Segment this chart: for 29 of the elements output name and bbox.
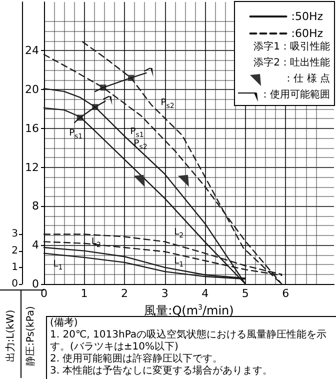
x-tick-label: 3: [161, 287, 168, 300]
y-tick-label: 24: [25, 44, 39, 58]
annotation: 添字2：吐出性能: [254, 56, 330, 68]
y-tick-label: 16: [25, 122, 39, 135]
text: 1. 20℃, 1013hPaの吸込空気状態における風量静圧性能を示す。(バラツキは±10%以下): [50, 328, 327, 352]
annotation: 添字1：吸引性能: [254, 40, 330, 52]
legend-label: :50Hz: [291, 10, 324, 23]
y-tick-label: 12: [25, 160, 39, 174]
x-tick-label: 1: [80, 287, 88, 300]
text: (備考): [50, 316, 78, 328]
y2-tick-label: 1: [12, 262, 18, 273]
y2-tick-label: 3: [12, 228, 18, 240]
annotation: ：使用可能範囲: [260, 88, 330, 100]
y2-axis-title: 出力:L(kW): [4, 310, 16, 362]
y-tick-label: 20: [25, 83, 39, 96]
x-tick-label: 2: [121, 287, 128, 300]
y-axis-title: 静圧:Ps(kPa): [24, 306, 36, 366]
text: 2. 使用可能範囲は許容静圧以下です。: [50, 352, 223, 364]
annotation: ：仕 様 点: [284, 72, 330, 84]
y-tick-label: 0: [32, 278, 39, 290]
y2-tick-label: 0: [12, 278, 18, 290]
y-tick-label: 8: [32, 200, 39, 213]
y-tick-label: 4: [32, 238, 39, 252]
x-tick-label: 4: [202, 287, 209, 300]
legend-label: :60Hz: [291, 27, 324, 40]
y2-tick-label: 2: [12, 245, 18, 256]
x-tick-label: 5: [242, 287, 249, 300]
text: 3. 本性能は予告なしに変更する場合があります。: [50, 364, 273, 376]
x-tick-label: 6: [282, 287, 290, 300]
